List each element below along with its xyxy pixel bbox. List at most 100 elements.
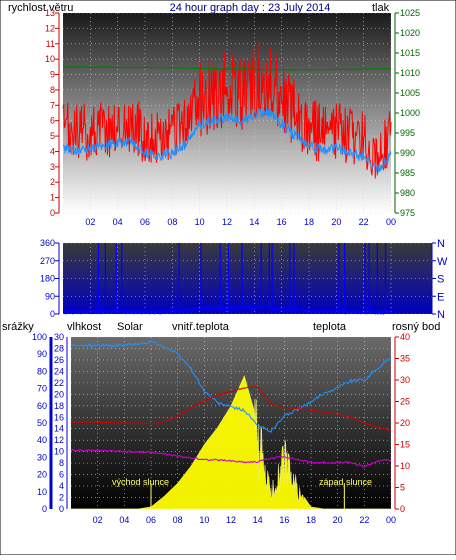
wind-tick-label: 9 <box>50 70 55 80</box>
wind-average-line <box>62 107 392 173</box>
wind-tick-label: 2 <box>50 177 55 187</box>
rain-tick-label: 80 <box>37 366 47 376</box>
humidity-tick-label: 8 <box>59 458 64 468</box>
temperature-tick-label: 0 <box>400 504 405 514</box>
rain-tick-label: 30 <box>37 452 47 462</box>
hour-tick-label: 04 <box>119 515 129 525</box>
temperature-panel-axes: 0102030405060708090100024681012141618202… <box>32 332 410 525</box>
hour-tick-label: 20 <box>331 217 341 227</box>
compass-tick-label: E <box>437 291 444 303</box>
direction-tick-label: 90 <box>45 291 55 301</box>
hour-tick-label: 00 <box>386 217 396 227</box>
wind-tick-label: 3 <box>50 162 55 172</box>
rain-tick-label: 10 <box>37 487 47 497</box>
wind-panel-axes: 0123456789101112139759809859909951000100… <box>45 8 420 227</box>
compass-tick-label: S <box>437 274 444 286</box>
direction-panel-data <box>62 243 392 316</box>
rain-axis-title: srážky <box>2 321 34 333</box>
hour-tick-label: 20 <box>333 515 343 525</box>
dewpoint-line <box>70 448 392 468</box>
humidity-tick-label: 12 <box>54 435 64 445</box>
sunset-label: západ slunce <box>319 477 372 487</box>
pressure-tick-label: 1000 <box>400 108 420 118</box>
sunrise-label: východ slunce <box>112 477 169 487</box>
pressure-tick-label: 995 <box>400 128 415 138</box>
humidity-tick-label: 30 <box>54 332 64 342</box>
hour-tick-label: 02 <box>85 217 95 227</box>
outdoor-temp-axis-title: teplota <box>313 321 347 333</box>
wind-tick-label: 5 <box>50 131 55 141</box>
hour-tick-label: 10 <box>195 217 205 227</box>
rain-tick-label: 100 <box>32 332 47 342</box>
humidity-tick-label: 6 <box>59 470 64 480</box>
compass-tick-label: N <box>437 309 445 321</box>
pressure-tick-label: 1015 <box>400 48 420 58</box>
temperature-tick-label: 15 <box>400 440 410 450</box>
wind-tick-label: 13 <box>45 8 55 18</box>
rain-tick-label: 40 <box>37 435 47 445</box>
wind-tick-label: 10 <box>45 54 55 64</box>
hour-tick-label: 18 <box>304 217 314 227</box>
wind-gust-line <box>62 41 392 179</box>
rain-tick-label: 70 <box>37 384 47 394</box>
direction-tick-label: 270 <box>40 256 55 266</box>
hour-tick-label: 06 <box>146 515 156 525</box>
compass-tick-label: W <box>437 256 448 268</box>
rain-tick-label: 60 <box>37 401 47 411</box>
humidity-tick-label: 26 <box>54 355 64 365</box>
humidity-tick-label: 22 <box>54 378 64 388</box>
pressure-axis-title: tlak <box>372 2 390 14</box>
humidity-tick-label: 0 <box>59 504 64 514</box>
wind-direction-line <box>62 304 392 316</box>
wind-tick-label: 6 <box>50 116 55 126</box>
hour-tick-label: 22 <box>359 515 369 525</box>
wind-panel-data <box>62 41 392 179</box>
wind-tick-label: 4 <box>50 146 55 156</box>
pressure-tick-label: 990 <box>400 148 415 158</box>
humidity-tick-label: 16 <box>54 412 64 422</box>
hour-tick-label: 08 <box>167 217 177 227</box>
pressure-tick-label: 1005 <box>400 88 420 98</box>
temperature-tick-label: 40 <box>400 332 410 342</box>
direction-tick-label: 360 <box>40 238 55 248</box>
hour-tick-label: 12 <box>222 217 232 227</box>
pressure-tick-label: 1025 <box>400 8 420 18</box>
humidity-tick-label: 24 <box>54 366 64 376</box>
humidity-tick-label: 2 <box>59 493 64 503</box>
wind-tick-label: 7 <box>50 100 55 110</box>
humidity-tick-label: 18 <box>54 401 64 411</box>
direction-panel-grid <box>63 242 432 315</box>
direction-tick-label: 180 <box>40 274 55 284</box>
wind-tick-label: 12 <box>45 23 55 33</box>
outdoor-temperature-line <box>71 386 392 431</box>
humidity-tick-label: 10 <box>54 447 64 457</box>
hour-tick-label: 06 <box>140 217 150 227</box>
pressure-tick-label: 985 <box>400 168 415 178</box>
wind-tick-label: 8 <box>50 85 55 95</box>
temperature-panel-data <box>70 340 392 510</box>
temperature-tick-label: 30 <box>400 375 410 385</box>
temperature-tick-label: 5 <box>400 483 405 493</box>
solar-axis-title: Solar <box>117 321 143 333</box>
humidity-line <box>70 340 392 433</box>
pressure-tick-label: 1020 <box>400 28 420 38</box>
humidity-tick-label: 28 <box>54 343 64 353</box>
temperature-tick-label: 35 <box>400 354 410 364</box>
hour-tick-label: 02 <box>93 515 103 525</box>
chart-title: 24 hour graph day : 23 July 2014 <box>170 2 331 14</box>
wind-tick-label: 1 <box>50 193 55 203</box>
temperature-tick-label: 25 <box>400 397 410 407</box>
rain-tick-label: 50 <box>37 418 47 428</box>
pressure-tick-label: 980 <box>400 188 415 198</box>
hour-tick-label: 14 <box>253 515 263 525</box>
temperature-tick-label: 20 <box>400 418 410 428</box>
wind-speed-axis-title: rychlost větru <box>8 2 73 14</box>
hour-tick-label: 18 <box>306 515 316 525</box>
humidity-axis-title: vlhkost <box>67 321 101 333</box>
hour-tick-label: 10 <box>199 515 209 525</box>
pressure-tick-label: 1010 <box>400 68 420 78</box>
hour-tick-label: 00 <box>386 515 396 525</box>
humidity-tick-label: 4 <box>59 481 64 491</box>
